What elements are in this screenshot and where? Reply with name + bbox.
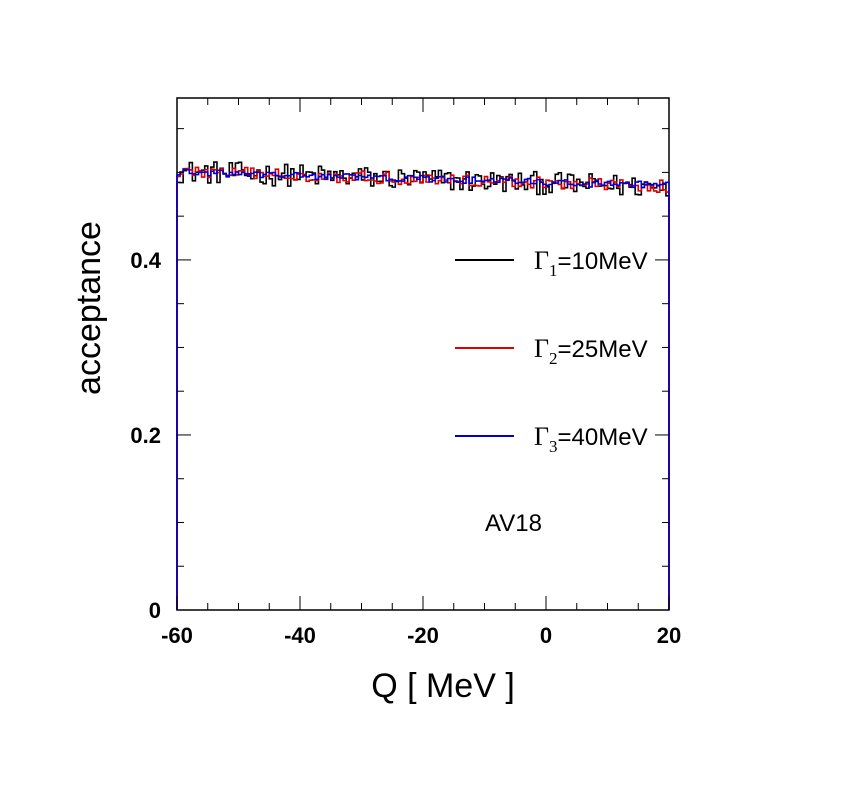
x-tick-label: -60	[161, 623, 193, 648]
legend-symbol: Γ	[534, 246, 549, 275]
x-tick-label: 20	[657, 623, 681, 648]
legend-value: =40MeV	[558, 424, 648, 451]
legend-label-3: Γ3=40MeV	[534, 422, 648, 456]
series-line-2	[176, 166, 670, 610]
x-tick-label: -40	[284, 623, 316, 648]
legend-value: =10MeV	[558, 248, 648, 275]
legend-label-1: Γ1=10MeV	[534, 246, 648, 280]
y-tick-label: 0.4	[130, 248, 161, 273]
legend-subscript: 2	[549, 349, 558, 368]
series-line-3	[176, 168, 670, 610]
x-tick-label: -20	[407, 623, 439, 648]
y-tick-label: 0	[149, 598, 161, 623]
legend-subscript: 3	[549, 437, 558, 456]
legend-symbol: Γ	[534, 334, 549, 363]
x-axis-title: Q [ MeV ]	[371, 667, 515, 705]
y-tick-label: 0.2	[130, 423, 161, 448]
annotation-av18: AV18	[485, 510, 542, 537]
legend-subscript: 1	[549, 261, 558, 280]
legend-value: =25MeV	[558, 336, 648, 363]
legend-symbol: Γ	[534, 422, 549, 451]
legend-label-2: Γ2=25MeV	[534, 334, 648, 368]
x-tick-label: 0	[540, 623, 552, 648]
y-axis-title: acceptance	[70, 221, 108, 395]
series-line-1	[176, 161, 670, 610]
